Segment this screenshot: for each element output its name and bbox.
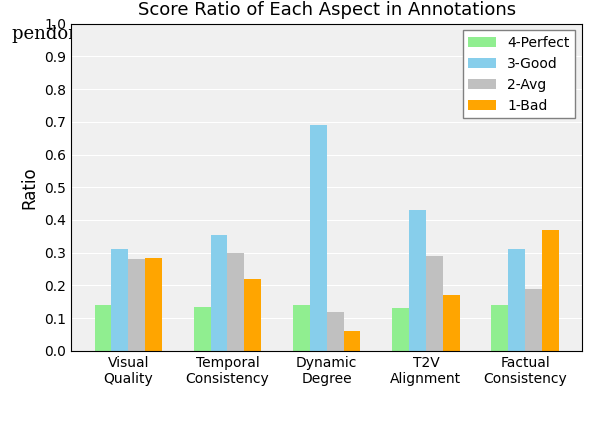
Bar — [327, 312, 343, 351]
Text: pendorf’s α on the two trial annotations.: pendorf’s α on the two trial annotations… — [12, 25, 384, 44]
Bar — [128, 259, 145, 351]
Bar — [111, 250, 128, 351]
Title: Score Ratio of Each Aspect in Annotations: Score Ratio of Each Aspect in Annotation… — [138, 1, 516, 19]
Bar — [194, 307, 211, 351]
Bar — [525, 289, 542, 351]
Y-axis label: Ratio: Ratio — [21, 166, 39, 208]
Bar — [211, 235, 228, 351]
Bar — [426, 256, 443, 351]
Bar — [145, 258, 162, 351]
Bar — [293, 305, 310, 351]
Bar — [310, 125, 327, 351]
Bar — [508, 250, 525, 351]
Bar — [343, 331, 361, 351]
Bar — [392, 309, 409, 351]
Legend: 4-Perfect, 3-Good, 2-Avg, 1-Bad: 4-Perfect, 3-Good, 2-Avg, 1-Bad — [463, 30, 575, 119]
Bar — [409, 210, 426, 351]
Bar — [228, 253, 244, 351]
Bar — [542, 230, 559, 351]
Bar — [94, 305, 111, 351]
Bar — [443, 295, 460, 351]
Bar — [491, 305, 508, 351]
Bar — [244, 279, 261, 351]
